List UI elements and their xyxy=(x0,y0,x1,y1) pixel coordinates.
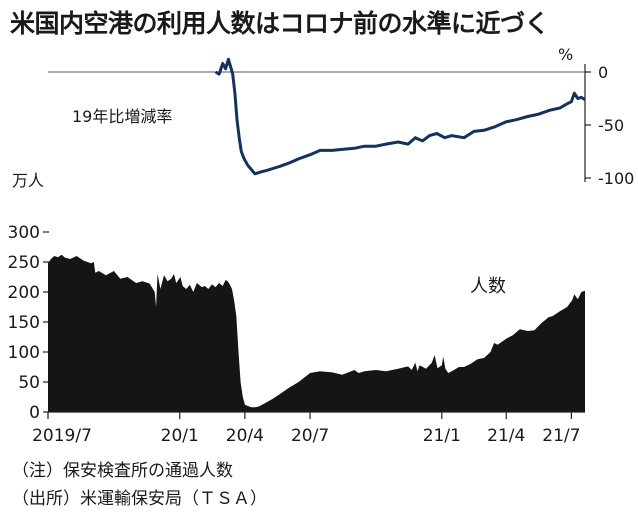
change-rate-chart: 0 -50 -100 % 19年比増減率 xyxy=(48,45,634,188)
passenger-series-label: 人数 xyxy=(470,276,506,297)
passenger-unit-label: 万人 xyxy=(12,171,44,190)
change-rate-tick-label: -50 xyxy=(598,116,624,135)
footnote-note: （注）保安検査所の通過人数 xyxy=(12,461,233,481)
passenger-count-chart: 万人 0 50 100 150 200 250 300 2019/7 20/1 20/4 20/7… xyxy=(8,171,585,446)
passenger-x-tick-label: 20/4 xyxy=(226,426,264,446)
change-rate-series-label: 19年比増減率 xyxy=(72,107,172,126)
passenger-y-ticks: 0 50 100 150 200 250 300 xyxy=(8,223,49,423)
passenger-tick-label: 0 xyxy=(29,403,40,423)
passenger-x-ticks: 2019/7 20/1 20/4 20/7 21/1 21/4 21/7 xyxy=(32,412,580,446)
passenger-tick-label: 200 xyxy=(8,283,40,303)
passenger-area-series xyxy=(48,254,585,412)
passenger-tick-label: 150 xyxy=(8,313,40,333)
passenger-tick-label: 50 xyxy=(18,373,40,393)
passenger-tick-label: 100 xyxy=(8,343,40,363)
passenger-tick-label: 250 xyxy=(8,253,40,273)
passenger-x-tick-label: 21/1 xyxy=(423,426,461,446)
passenger-x-tick-label: 21/4 xyxy=(487,426,525,446)
passenger-x-tick-label: 2019/7 xyxy=(32,426,92,446)
change-rate-series-line xyxy=(214,57,586,176)
passenger-x-tick-label: 20/1 xyxy=(161,426,199,446)
chart-title: 米国内空港の利用人数はコロナ前の水準に近づく xyxy=(10,9,550,38)
change-rate-tick-label: -100 xyxy=(598,169,634,188)
passenger-x-tick-label: 21/7 xyxy=(542,426,580,446)
passenger-x-tick-label: 20/7 xyxy=(291,426,329,446)
change-rate-tick-label: 0 xyxy=(598,63,608,82)
change-rate-unit-label: % xyxy=(558,45,573,64)
passenger-tick-label: 300 xyxy=(8,223,40,243)
footnote-source: （出所）米運輸保安局（ＴＳＡ） xyxy=(12,489,267,509)
change-rate-y-ticks: 0 -50 -100 xyxy=(585,63,634,188)
